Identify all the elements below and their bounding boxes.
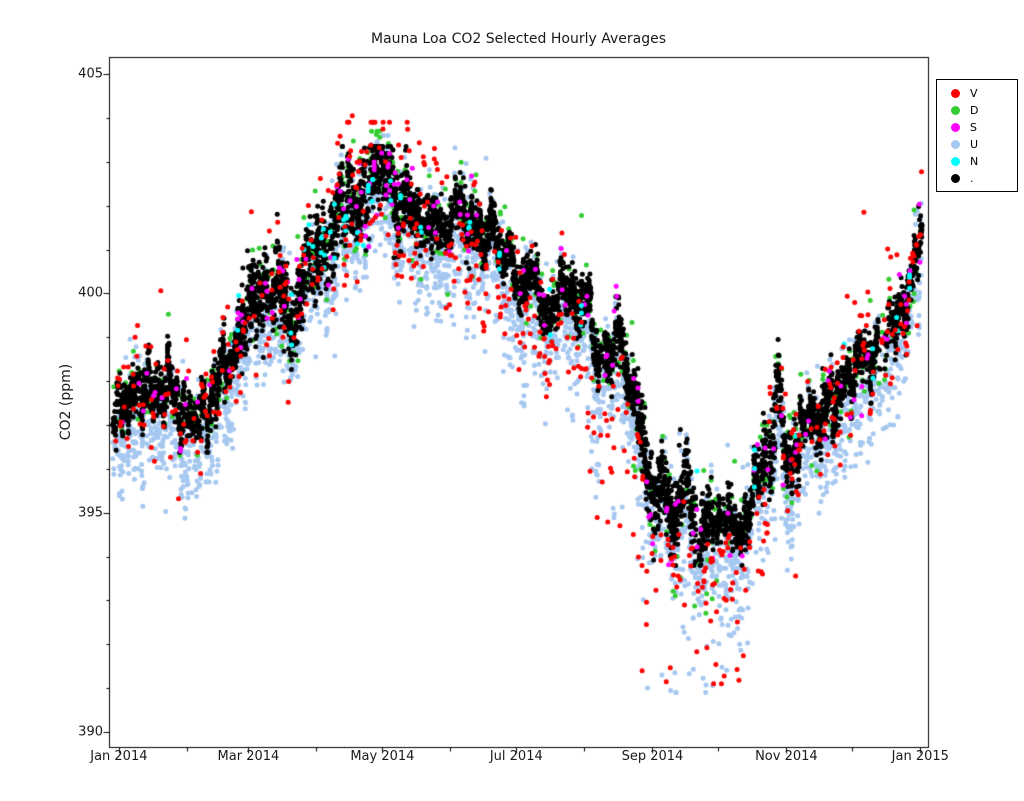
legend-item-dot: .	[937, 170, 1017, 187]
y-tick-label: 405	[78, 66, 103, 82]
legend-label-N: N	[970, 155, 979, 168]
x-tick-label: Jul 2014	[489, 749, 543, 764]
x-tick-label: Jan 2015	[891, 749, 949, 764]
legend-label-D: D	[970, 104, 979, 117]
legend-item-N: N	[937, 153, 1017, 170]
legend-marker-S	[951, 123, 960, 132]
legend-label-U: U	[970, 138, 979, 151]
chart-title: Mauna Loa CO2 Selected Hourly Averages	[370, 31, 666, 47]
x-tick-label: Sep 2014	[621, 749, 684, 764]
y-tick-label: 395	[78, 505, 103, 521]
legend-item-V: V	[937, 85, 1017, 102]
x-tick-label: May 2014	[350, 749, 415, 764]
legend-marker-U	[951, 140, 960, 149]
y-axis-label: CO2 (ppm)	[58, 363, 74, 441]
y-tick-label: 400	[78, 285, 103, 301]
x-tick-label: Mar 2014	[217, 749, 280, 764]
y-tick-label: 390	[78, 724, 103, 740]
legend-marker-V	[951, 89, 960, 98]
legend-item-U: U	[937, 136, 1017, 153]
legend-marker-dot	[951, 174, 960, 183]
legend-label-dot: .	[970, 172, 974, 185]
legend-marker-D	[951, 106, 960, 115]
legend-label-V: V	[970, 87, 978, 100]
legend-label-S: S	[970, 121, 977, 134]
x-tick-label: Jan 2014	[90, 749, 148, 764]
x-tick-label: Nov 2014	[755, 749, 818, 764]
legend-item-D: D	[937, 102, 1017, 119]
legend-item-S: S	[937, 119, 1017, 136]
legend-marker-N	[951, 157, 960, 166]
